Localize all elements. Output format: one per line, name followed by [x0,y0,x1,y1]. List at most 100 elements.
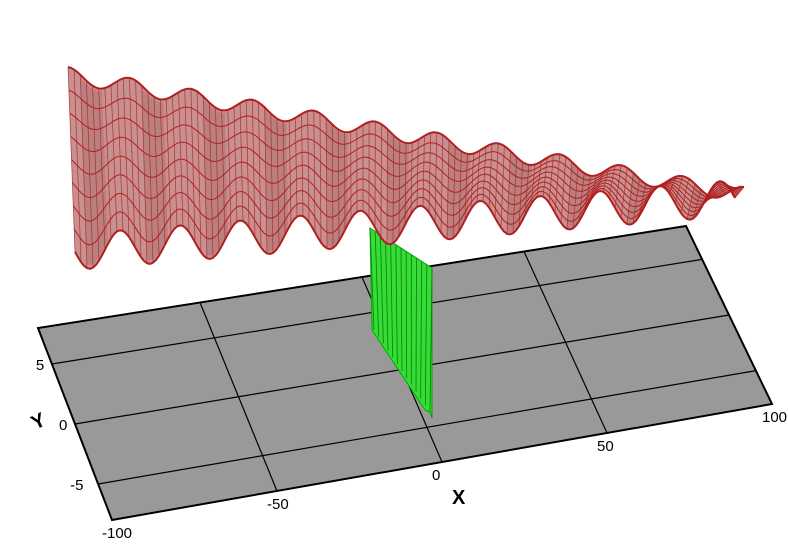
red-surface-meshline-col [530,164,536,205]
red-surface-meshline-col [734,186,745,199]
red-surface-meshline-col [644,186,653,206]
red-surface-meshline-col [338,129,340,241]
y-tick-label: 5 [36,357,44,374]
red-surface-meshline-col [129,77,136,248]
red-surface-meshline-col [704,197,714,201]
x-tick-label: 50 [597,438,614,455]
red-surface-meshline-col [92,85,100,261]
red-surface-meshline-col [716,182,726,195]
red-surface-meshline-col [710,189,720,198]
red-surface-meshline-col [165,98,172,234]
red-surface-meshline-col [184,89,190,233]
red-surface-meshline-col [560,156,567,223]
red-surface-meshline-col [178,92,184,227]
red-surface-meshline-col [584,175,591,211]
green-surface-meshline [400,247,403,372]
red-surface-meshline-col [258,102,262,248]
red-surface-meshline-col [512,157,517,234]
red-surface-meshline-col [566,161,573,229]
red-surface-meshline-col [135,80,142,258]
red-surface-meshline-col [680,178,690,214]
red-surface-meshline-col [674,175,683,204]
red-surface-meshline-col [626,172,634,224]
red-surface-meshline-col [590,175,597,200]
red-surface-meshline-col [264,107,268,254]
red-surface-meshline-col [572,167,579,229]
x-tick-label: 0 [432,467,440,484]
red-surface-meshline-col [301,113,304,217]
red-surface-meshline-col [215,107,220,251]
red-surface-meshline-col [172,96,178,227]
y-tick-label: 0 [59,417,67,434]
green-surface-meshline [369,227,375,331]
red-surface-meshline-col [608,165,616,198]
green-surface-meshline [379,234,384,344]
red-surface-ridge-shade [203,99,228,256]
red-surface-meshline-col [67,66,76,253]
red-surface-meshline-col [506,151,511,234]
green-surface-meshline [385,237,389,351]
red-surface-meshline-col [404,142,407,226]
red-surface-meshline-col [98,88,106,250]
red-surface-meshline-col [482,146,487,202]
red-surface-ridge-shade [387,131,410,242]
red-surface-meshline-col [116,81,124,231]
red-surface-meshline-col [276,118,280,246]
red-surface-layer [67,66,745,270]
red-surface-meshline-col [686,183,696,220]
red-surface-meshline-col [422,135,425,207]
red-surface-meshline-col [638,183,647,217]
red-surface-meshline-col [239,103,244,222]
red-surface-meshline-col [221,110,226,240]
red-surface-meshline-col [536,161,542,198]
red-surface-meshline-col [488,143,493,208]
red-surface-meshline-col [190,88,196,243]
red-surface-meshline-col [698,194,708,212]
red-surface-meshline-col [392,135,395,244]
red-surface-meshline-col [632,178,640,224]
red-surface-meshline-col [500,145,505,228]
red-surface-meshline-col [722,181,732,191]
green-surface-meshline [420,261,423,399]
red-surface-meshline-col [662,179,671,188]
red-surface-meshline-col [79,74,88,269]
green-surface-meshline [429,267,433,413]
red-surface-meshline-col [602,168,610,192]
red-surface-meshline-col [434,132,438,223]
red-surface-meshline-col [416,139,419,207]
red-surface-meshline-col [440,135,444,233]
red-surface-meshline-col [147,91,154,263]
green-surface-meshline [390,241,394,358]
red-surface-meshline-col [428,132,431,213]
red-surface-meshline-col [494,143,499,218]
red-surface-meshline-col [141,85,148,264]
red-surface-meshline-col [227,109,232,229]
red-surface-meshline-col [86,80,94,268]
red-surface-meshline-col [208,102,214,258]
red-surface-meshline-col [196,91,202,253]
red-surface-meshline-col [270,113,274,253]
red-surface-meshline-col [668,176,677,193]
red-surface-meshline-col [110,85,118,232]
red-surface-meshline-col [524,164,530,216]
red-surface-meshline-col [325,118,328,249]
x-axis-title: X [452,487,466,509]
red-surface-ridge-shade [264,110,288,252]
red-surface-meshline-col [578,173,585,222]
y-tick-label: -5 [70,477,83,494]
red-surface-meshline-col [307,111,310,223]
red-surface-meshline-col [122,78,130,238]
red-surface-meshline-col [620,167,628,218]
green-surface-meshline [374,231,380,337]
green-surface-meshline [405,251,408,378]
red-surface-meshline-col [73,69,82,263]
red-surface-meshline-col [458,151,462,232]
red-surface-ridge-shade [447,142,471,238]
red-surface-meshline-col [554,154,560,213]
red-surface-meshline-col [104,88,112,239]
red-surface-meshline-col [319,113,322,243]
red-surface-meshline-col [476,150,481,203]
green-surface-meshline [395,244,398,365]
red-surface-meshline-col [282,121,286,235]
